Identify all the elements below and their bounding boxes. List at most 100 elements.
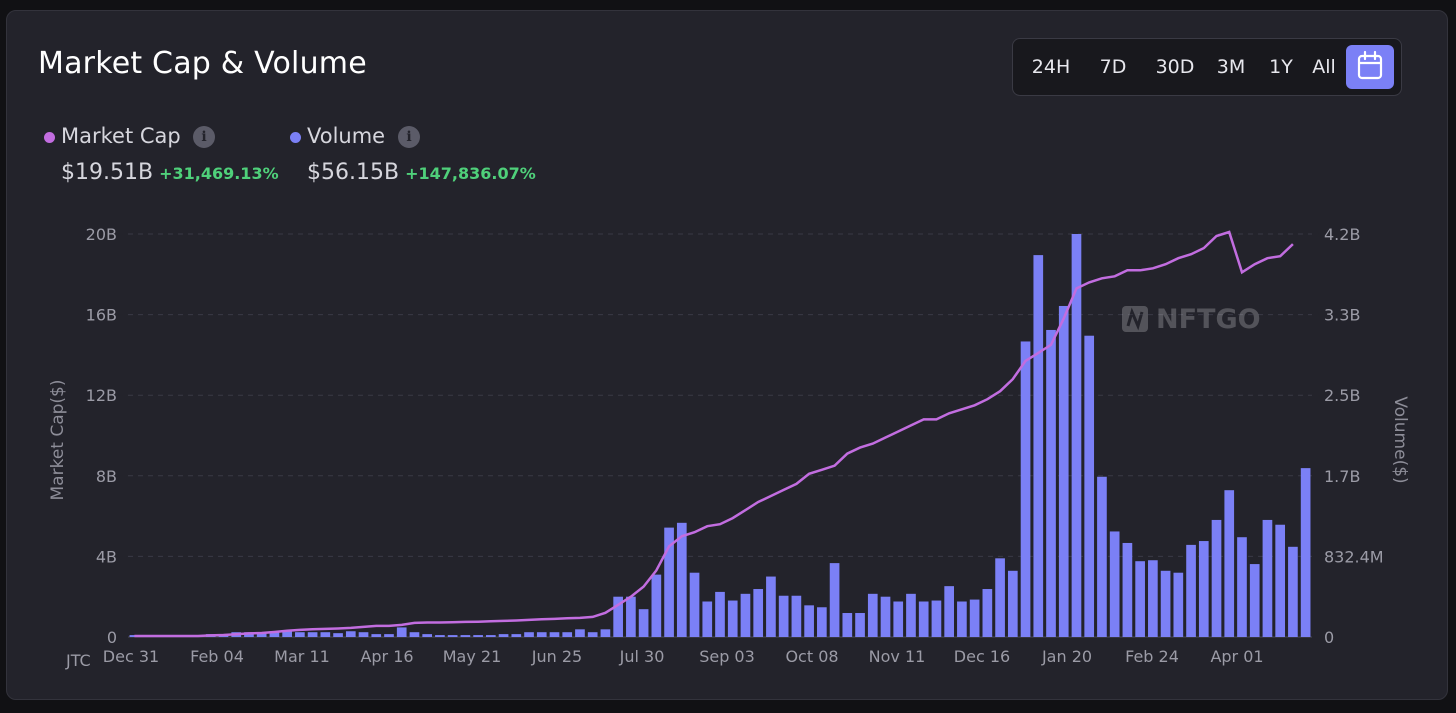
info-icon[interactable]: i [398,126,420,148]
volume-bar [562,632,573,637]
volume-bar [1300,468,1311,637]
volume-bar [1186,544,1196,637]
x-tick-label: Jul 30 [619,647,665,666]
volume-bar [1237,537,1247,637]
volume-bar [995,558,1005,637]
y-left-tick-label: 20B [86,225,117,244]
calendar-button[interactable] [1346,45,1394,89]
y-right-tick-label: 832.4M [1324,547,1384,566]
calendar-icon [1357,50,1383,80]
volume-bar [1211,519,1222,637]
x-tick-label: Feb 04 [190,647,244,666]
y-right-tick-label: 1.7B [1324,467,1360,486]
y-axis-left-label: Market Cap($) [48,379,68,500]
volume-bar [1033,255,1044,637]
volume-bar [409,632,420,637]
volume-bar [498,634,509,637]
range-all-button[interactable]: All [1312,56,1336,78]
legend-volume: Volume i [290,124,450,150]
volume-bar [307,632,318,637]
volume-bars [129,234,1311,637]
y-right-tick-label: 4.2B [1324,225,1360,244]
volume-bar [422,634,433,637]
x-tick-label: Dec 31 [103,647,159,666]
volume-bar [384,634,394,637]
volume-bar [1275,524,1286,637]
volume-bar [689,572,700,637]
volume-value: $56.15B +147,836.07% [307,160,536,185]
volume-bar [1262,519,1273,637]
y-left-tick-label: 16B [86,306,117,325]
x-tick-label: Oct 08 [785,647,838,666]
volume-bar [638,609,649,637]
y-left-tick-label: 4B [96,547,117,566]
y-left-tick-label: 12B [86,386,117,405]
volume-bar [651,574,662,637]
volume-bar [1135,561,1145,637]
volume-bar [575,629,585,637]
market-cap-line [134,230,1294,638]
legend-volume-label: Volume [307,124,386,148]
x-tick-label: May 21 [443,647,502,666]
volume-bar [702,601,713,637]
volume-bar [804,605,814,637]
y-right-tick-label: 3.3B [1324,306,1360,325]
volume-bar [766,576,776,637]
x-tick-label: Jan 20 [1041,647,1092,666]
volume-bar [880,596,891,637]
volume-bar [1148,560,1158,637]
volume-bar [957,601,967,637]
volume-bar [855,613,865,637]
x-tick-label: Mar 11 [274,647,330,666]
volume-bar [396,627,407,637]
range-7d-button[interactable]: 7D [1099,56,1127,78]
volume-bar [1071,234,1082,637]
x-axis-ticks: Dec 31 Feb 04 Mar 11 Apr 16 May 21 Jun 25 Jul … [103,647,1264,666]
y-left-tick-label: 8B [96,467,117,486]
volume-bar [1198,541,1209,637]
volume-bar [676,522,687,637]
range-1y-button[interactable]: 1Y [1269,56,1293,78]
volume-bar [817,607,827,637]
volume-bar [358,632,369,637]
x-tick-label: Nov 11 [869,647,926,666]
volume-bar [664,527,674,637]
time-range-selector: 24H 7D 30D 3M 1Y All [1012,38,1402,96]
volume-bar [1249,564,1260,637]
market-cap-amount: $19.51B [61,160,154,185]
volume-bar [906,593,916,637]
volume-bar [613,596,623,637]
volume-bar [524,632,534,637]
volume-amount: $56.15B [307,160,400,185]
volume-bar [460,635,471,637]
market-cap-value: $19.51B +31,469.13% [61,160,279,185]
y-axis-left-ticks: 0 4B 8B 12B 16B 20B [86,225,117,647]
volume-bar [842,613,853,637]
volume-bar [256,632,267,637]
volume-bar [1109,531,1120,637]
range-30d-button[interactable]: 30D [1155,56,1195,78]
watermark-text: NFTGO [1156,304,1261,335]
x-tick-label: Dec 16 [954,647,1010,666]
volume-bar [269,631,280,637]
range-3m-button[interactable]: 3M [1216,56,1246,78]
volume-bar [944,586,954,637]
y-right-tick-label: 0 [1324,628,1334,647]
volume-bar [829,563,840,637]
range-24h-button[interactable]: 24H [1031,56,1071,78]
info-icon[interactable]: i [193,126,215,148]
nftgo-watermark: NFTGO [1122,304,1261,335]
volume-bar [969,599,980,637]
volume-bar [753,589,764,637]
grid-lines [128,233,1312,638]
volume-bar [867,593,878,637]
y-left-tick-label: 0 [107,628,117,647]
legend-market-cap: Market Cap i [44,124,244,150]
volume-bar [371,634,382,637]
volume-bar [435,635,445,637]
volume-bar [715,591,725,637]
x-tick-label: Feb 24 [1125,647,1179,666]
volume-bar [1288,546,1298,637]
volume-bar [1173,572,1184,637]
